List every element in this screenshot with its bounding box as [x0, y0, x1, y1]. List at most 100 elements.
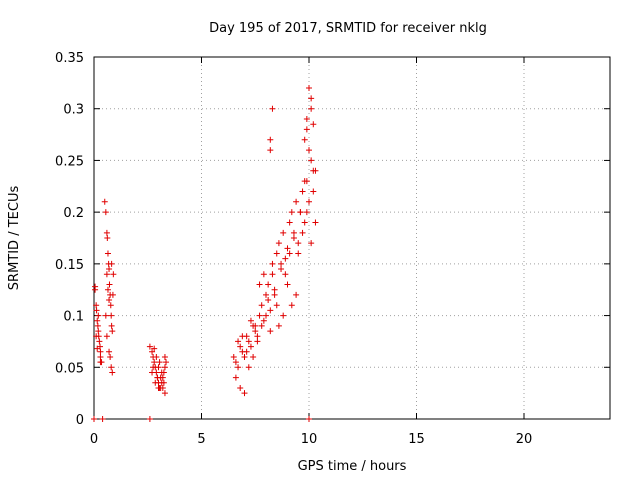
data-point — [284, 281, 291, 288]
data-point — [282, 271, 289, 278]
data-point — [265, 297, 272, 304]
data-point — [106, 266, 113, 273]
data-point — [267, 307, 274, 314]
data-point — [152, 379, 159, 386]
y-tick-labels: 0 0.05 0.1 0.15 0.2 0.25 0.3 0.35 — [55, 51, 84, 428]
data-point — [278, 266, 285, 273]
data-point — [103, 333, 110, 340]
data-point — [106, 348, 113, 355]
data-point — [252, 322, 259, 329]
axis-ticks — [93, 56, 610, 420]
data-point — [232, 374, 239, 381]
data-point — [271, 291, 278, 298]
data-point — [235, 364, 242, 371]
data-point — [254, 338, 261, 345]
data-point — [280, 229, 287, 236]
data-points — [91, 85, 319, 422]
data-point — [308, 95, 315, 102]
data-point — [306, 416, 312, 422]
x-tick-labels: 0 5 10 15 20 — [90, 432, 532, 447]
y-tick-label: 0.15 — [55, 258, 84, 273]
data-point — [93, 307, 100, 314]
data-point — [286, 219, 293, 226]
data-point — [271, 286, 278, 293]
data-point — [308, 105, 315, 112]
data-point — [269, 271, 276, 278]
data-point — [97, 348, 104, 355]
data-point — [163, 359, 170, 366]
data-point — [103, 229, 110, 236]
data-point — [288, 302, 295, 309]
data-point — [310, 188, 317, 195]
data-point — [161, 353, 168, 360]
data-point — [252, 328, 259, 335]
data-point — [94, 317, 101, 324]
data-point — [256, 281, 263, 288]
data-point — [107, 353, 114, 360]
data-point — [290, 235, 297, 241]
data-point — [269, 105, 276, 112]
data-point — [301, 219, 308, 226]
data-point — [278, 260, 285, 267]
data-point — [235, 338, 242, 345]
data-point — [110, 271, 117, 278]
data-point — [308, 157, 315, 164]
data-point — [104, 235, 111, 241]
data-point — [275, 322, 282, 329]
data-point — [154, 374, 161, 381]
data-point — [265, 281, 272, 288]
data-point — [282, 255, 289, 262]
y-tick-label: 0.05 — [55, 361, 84, 376]
data-point — [293, 198, 300, 205]
y-tick-label: 0.2 — [63, 206, 84, 221]
y-tick-label: 0.35 — [55, 51, 84, 66]
data-point — [245, 364, 252, 371]
data-point — [108, 312, 115, 319]
data-point — [146, 416, 153, 422]
data-point — [109, 328, 116, 335]
data-point — [286, 250, 293, 257]
data-point — [99, 416, 106, 422]
data-point — [308, 240, 315, 247]
data-point — [161, 364, 168, 371]
data-point — [258, 322, 265, 329]
data-point — [151, 359, 158, 366]
data-point — [267, 328, 274, 335]
data-point — [109, 369, 116, 376]
data-point — [241, 390, 248, 397]
data-point — [158, 369, 165, 376]
data-point — [310, 167, 317, 174]
x-tick-label: 5 — [197, 432, 205, 447]
data-point — [160, 379, 167, 386]
y-tick-label: 0.3 — [63, 103, 84, 118]
data-point — [93, 333, 100, 340]
data-point — [161, 390, 168, 397]
data-point — [239, 333, 246, 340]
data-point — [150, 364, 157, 371]
grid-lines — [94, 57, 610, 419]
data-point — [267, 147, 274, 154]
data-point — [101, 198, 108, 205]
data-point — [254, 333, 261, 340]
data-point — [97, 359, 104, 366]
data-point — [103, 271, 110, 278]
data-point — [301, 178, 308, 185]
chart-title: Day 195 of 2017, SRMTID for receiver nkl… — [209, 21, 487, 36]
data-point — [155, 384, 162, 391]
data-point — [107, 302, 114, 309]
y-tick-label: 0.1 — [63, 310, 84, 325]
data-point — [96, 338, 103, 345]
x-tick-label: 20 — [516, 432, 533, 447]
data-point — [299, 229, 306, 236]
data-point — [267, 136, 274, 143]
data-point — [256, 312, 263, 319]
data-point — [250, 353, 257, 360]
data-point — [303, 209, 310, 216]
data-point — [295, 240, 302, 247]
data-point — [263, 312, 269, 319]
data-point — [232, 359, 239, 366]
data-point — [295, 250, 302, 257]
data-point — [306, 85, 312, 92]
data-point — [94, 322, 101, 329]
data-point — [237, 384, 244, 391]
